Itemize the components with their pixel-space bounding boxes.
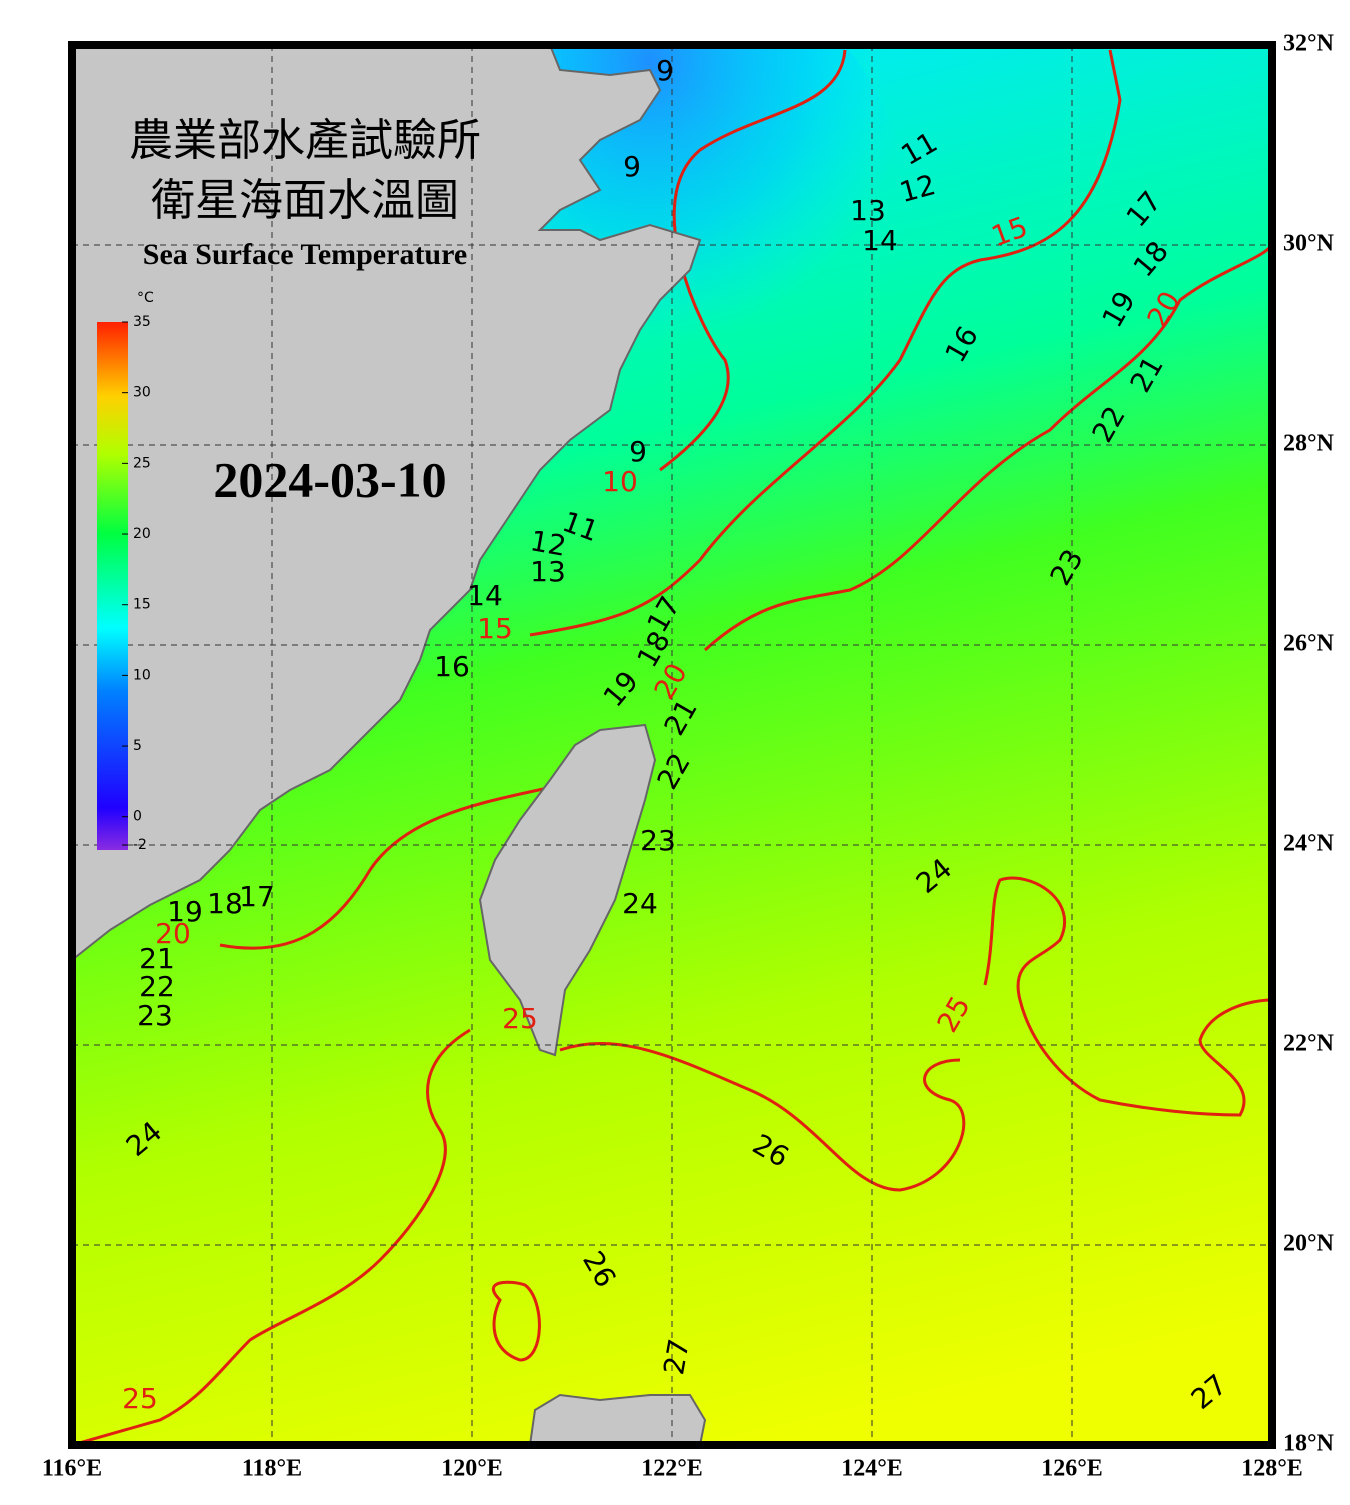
contour-label: 9 bbox=[629, 435, 647, 468]
colorbar-tick-label: -2 bbox=[133, 837, 147, 853]
lat-label: 30°N bbox=[1283, 231, 1335, 257]
lon-label: 118°E bbox=[242, 1456, 302, 1482]
colorbar-tick-label: 0 bbox=[133, 809, 142, 825]
contour-label: 13 bbox=[850, 194, 886, 227]
lat-label: 32°N bbox=[1283, 31, 1335, 57]
title-line: 衛星海面水溫圖 bbox=[151, 176, 459, 225]
colorbar-tick-label: 15 bbox=[133, 597, 151, 613]
colorbar-tick-label: 10 bbox=[133, 667, 151, 683]
date: 2024-03-10 bbox=[213, 451, 446, 507]
contour-label: 22 bbox=[139, 970, 175, 1003]
colorbar-tick-label: 20 bbox=[133, 526, 151, 542]
colorbar-tick-label: 5 bbox=[133, 738, 142, 754]
colorbar-tick-label: 35 bbox=[133, 314, 151, 330]
subtitle: Sea Surface Temperature bbox=[143, 238, 467, 271]
lon-label: 126°E bbox=[1041, 1456, 1103, 1482]
contour-label: 9 bbox=[656, 54, 674, 87]
contour-label: 23 bbox=[137, 999, 173, 1032]
contour-label: 21 bbox=[139, 942, 175, 975]
lon-label: 124°E bbox=[841, 1456, 903, 1482]
contour-label: 25 bbox=[502, 1002, 538, 1035]
contour-label: 16 bbox=[434, 650, 470, 683]
lat-label: 26°N bbox=[1283, 631, 1335, 657]
contour-label: 24 bbox=[622, 887, 658, 920]
lon-label: 128°E bbox=[1241, 1456, 1303, 1482]
contour-label: 20 bbox=[155, 917, 191, 950]
contour-label: 18 bbox=[207, 887, 243, 920]
title-line: 農業部水產試驗所 bbox=[129, 116, 481, 165]
map-frame bbox=[68, 41, 1276, 1449]
colorbar bbox=[97, 322, 128, 850]
lat-label: 28°N bbox=[1283, 431, 1335, 457]
lat-label: 24°N bbox=[1283, 831, 1335, 857]
contour-label: 13 bbox=[530, 555, 566, 588]
contour-label: 23 bbox=[640, 824, 676, 857]
colorbar-tick-label: 25 bbox=[133, 455, 151, 471]
graticule bbox=[72, 45, 1272, 1445]
contour-label: 19 bbox=[167, 895, 203, 928]
contour-label: 15 bbox=[477, 612, 513, 645]
contour-label: 25 bbox=[122, 1382, 158, 1415]
contour-label: 12 bbox=[528, 524, 569, 563]
land bbox=[72, 45, 707, 1445]
contour-label: 27 bbox=[657, 1336, 696, 1377]
axes: 116°E 118°E 120°E 122°E 124°E 126°E 128°E 32°N 3… bbox=[42, 31, 1335, 1482]
contour-label: 9 bbox=[623, 150, 641, 183]
contour-label: 14 bbox=[862, 224, 898, 257]
colorbar-tick-label: 30 bbox=[133, 385, 151, 401]
lon-label: 122°E bbox=[641, 1456, 703, 1482]
lon-label: 120°E bbox=[441, 1456, 503, 1482]
contour-label: 10 bbox=[602, 465, 638, 498]
lon-label: 116°E bbox=[42, 1456, 102, 1482]
contour-label: 14 bbox=[467, 579, 503, 612]
lat-label: 18°N bbox=[1283, 1431, 1335, 1457]
colorbar-unit: °C bbox=[137, 290, 154, 306]
lat-label: 22°N bbox=[1283, 1031, 1335, 1057]
contour-label: 17 bbox=[239, 880, 275, 913]
lat-label: 20°N bbox=[1283, 1231, 1335, 1257]
